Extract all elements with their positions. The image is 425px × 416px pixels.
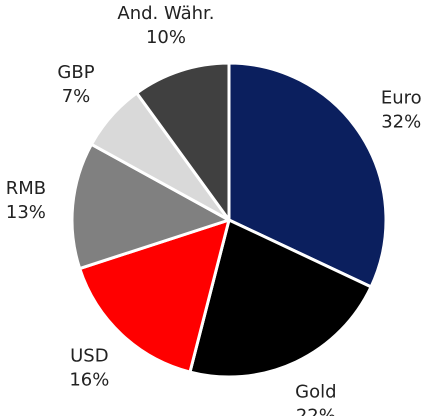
slice-value-label: 10% — [146, 27, 186, 48]
slice-value-label: 7% — [62, 86, 91, 107]
slice-label: GBP — [57, 62, 94, 83]
slice-label: Euro — [381, 88, 422, 109]
slice-label: And. Währ. — [117, 3, 214, 24]
slice-label: RMB — [6, 178, 46, 199]
pie-slice — [188, 218, 373, 379]
slice-label: USD — [70, 346, 108, 367]
slice-value-label: 22% — [296, 406, 336, 416]
slice-value-label: 32% — [381, 112, 421, 133]
pie-slice — [78, 218, 231, 374]
pie-slice — [135, 61, 231, 222]
slice-value-label: 13% — [6, 202, 46, 223]
pie-slice — [70, 142, 231, 271]
slice-label: Gold — [295, 382, 336, 403]
slice-value-label: 16% — [69, 370, 109, 391]
pie-slice — [227, 61, 388, 289]
